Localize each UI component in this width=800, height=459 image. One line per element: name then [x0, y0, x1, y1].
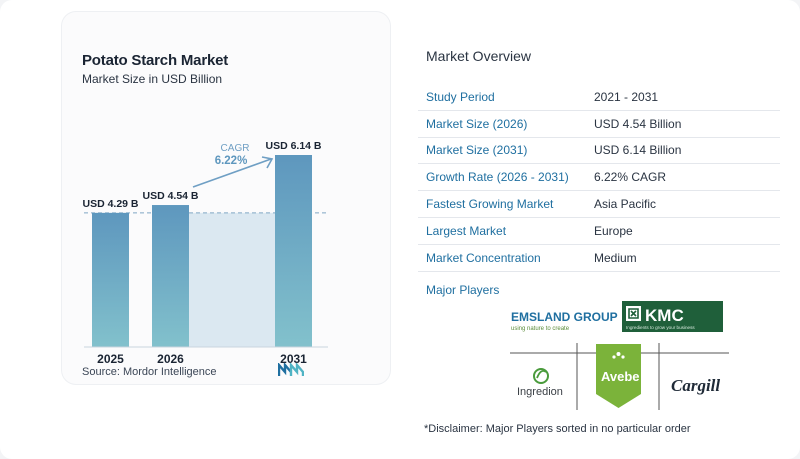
kmc-logo-tag: Ingredients to grow your business — [626, 325, 695, 330]
cagr-arrow-line — [192, 158, 272, 188]
bar-value-label: USD 4.29 B — [82, 198, 138, 210]
avebe-logo-text: Avebe — [601, 369, 640, 384]
overview-row: Fastest Growing Market Asia Pacific — [418, 191, 780, 218]
overview-row-label: Largest Market — [426, 223, 507, 238]
cagr-arrow-head — [261, 156, 274, 169]
kmc-logo-icon: KMC Ingredients to grow your business — [622, 301, 723, 332]
ingredion-logo-text: Ingredion — [517, 386, 563, 398]
overview-row: Market Size (2026) USD 4.54 Billion — [418, 111, 780, 138]
disclaimer: *Disclaimer: Major Players sorted in no … — [424, 423, 691, 435]
overview-row-label: Market Size (2031) — [426, 143, 528, 158]
overview-row-label: Growth Rate (2026 - 2031) — [426, 170, 569, 185]
bar-value-label: USD 4.54 B — [142, 190, 198, 202]
cagr-value: 6.22% — [215, 155, 248, 167]
x-tick-label: 2025 — [97, 352, 124, 366]
bar-chart: USD 4.29 B 2025 USD 4.54 B 2026 USD 6.14 B 20… — [82, 140, 328, 366]
chart-source: Source: Mordor Intelligence — [82, 366, 217, 378]
avebe-logo-icon: Avebe — [596, 344, 641, 408]
cargill-logo-text: Cargill — [671, 376, 720, 395]
ingredion-logo-icon: Ingredion — [517, 368, 563, 398]
players-title: Major Players — [426, 283, 500, 297]
overview-row: Market Concentration Medium — [418, 245, 780, 272]
chart-title: Potato Starch Market — [82, 52, 229, 69]
overview-row-value: 6.22% CAGR — [594, 170, 667, 185]
emsland-logo-text: EMSLAND GROUP — [511, 310, 618, 324]
bar-value-label: USD 6.14 B — [265, 140, 321, 152]
overview-row: Study Period 2021 - 2031 — [418, 84, 780, 111]
overview-row-value: Asia Pacific — [594, 197, 657, 212]
x-tick-label: 2031 — [280, 352, 307, 366]
overview-row-label: Market Concentration — [426, 250, 541, 265]
overview-row-label: Market Size (2026) — [426, 116, 528, 131]
emsland-logo-tag: using nature to create — [511, 326, 570, 332]
overview-title: Market Overview — [426, 48, 532, 64]
overview-row-value: USD 4.54 Billion — [594, 116, 682, 131]
overview-row: Growth Rate (2026 - 2031) 6.22% CAGR — [418, 164, 780, 192]
overview-row-label: Study Period — [426, 89, 495, 104]
reference-band — [189, 212, 275, 347]
cargill-logo-icon: Cargill — [671, 376, 720, 395]
overview-row-label: Fastest Growing Market — [426, 197, 554, 212]
chart-subtitle: Market Size in USD Billion — [82, 72, 223, 86]
overview-row-value: USD 6.14 Billion — [594, 143, 682, 158]
overview-row: Largest Market Europe — [418, 218, 780, 245]
bar-2026 — [152, 205, 189, 347]
bar-2025 — [92, 212, 129, 347]
major-players-logos: EMSLAND GROUP using nature to create KMC… — [505, 298, 735, 410]
kmc-logo-text: KMC — [645, 306, 684, 325]
emsland-group-logo-icon: EMSLAND GROUP using nature to create — [511, 310, 618, 332]
bar-2031 — [275, 155, 312, 347]
x-tick-label: 2026 — [157, 352, 184, 366]
overview-table: Study Period 2021 - 2031 Market Size (2026… — [418, 84, 780, 272]
chart-card: USD 4.29 B 2025 USD 4.54 B 2026 USD 6.14 B 20… — [62, 12, 390, 384]
overview-row-value: Europe — [594, 223, 633, 238]
mordor-logo-icon — [278, 363, 304, 376]
overview-row-value: Medium — [594, 250, 637, 265]
overview-row-value: 2021 - 2031 — [594, 89, 659, 104]
overview-row: Market Size (2031) USD 6.14 Billion — [418, 138, 780, 165]
cagr-label: CAGR — [221, 143, 250, 154]
